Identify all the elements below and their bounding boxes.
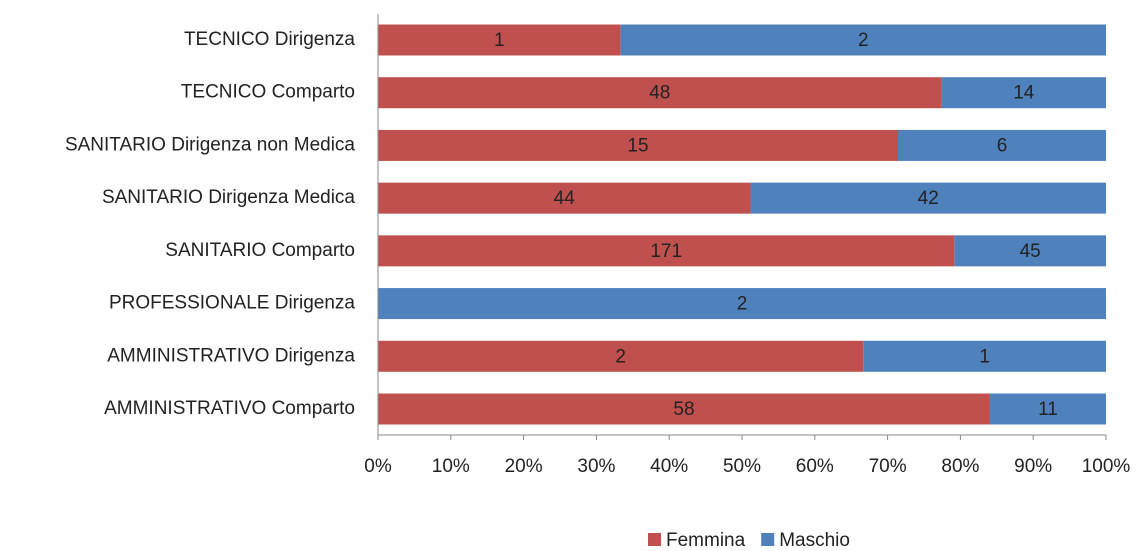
data-label: 45 [1020, 241, 1041, 262]
data-label: 171 [650, 241, 682, 262]
category-label: SANITARIO Comparto [165, 240, 355, 261]
data-label: 2 [737, 294, 748, 315]
bar-segment [620, 24, 1106, 56]
x-tick-label: 30% [577, 456, 615, 477]
data-label: 2 [615, 346, 626, 367]
legend-swatch [648, 533, 661, 546]
data-label: 44 [554, 188, 576, 209]
category-label: PROFESSIONALE Dirigenza [109, 293, 355, 314]
x-tick-label: 100% [1082, 456, 1131, 477]
bar-segment [378, 129, 898, 161]
bar-segment [750, 182, 1106, 214]
x-tick-label: 50% [723, 456, 761, 477]
category-label: AMMINISTRATIVO Comparto [104, 398, 355, 419]
legend-swatch [761, 533, 775, 546]
x-tick-label: 0% [364, 456, 392, 477]
data-label: 14 [1013, 83, 1035, 104]
data-label: 1 [494, 30, 505, 51]
data-label: 42 [918, 188, 939, 209]
bar-segment [378, 340, 864, 372]
data-label: 15 [627, 135, 648, 156]
bar-segment [378, 77, 942, 109]
x-tick-label: 20% [505, 456, 543, 477]
data-label: 2 [858, 30, 869, 51]
data-label: 48 [649, 83, 670, 104]
x-tick-label: 60% [796, 456, 834, 477]
bar-segment [378, 235, 955, 267]
bar-segment [941, 77, 1106, 109]
category-label: AMMINISTRATIVO Dirigenza [107, 345, 355, 366]
bar-segment [954, 235, 1106, 267]
bar-segment [898, 129, 1106, 161]
bar-segment [378, 24, 621, 56]
category-label: SANITARIO Dirigenza non Medica [65, 134, 355, 155]
bar-segment [863, 340, 1106, 372]
x-tick-label: 10% [432, 456, 470, 477]
category-label: TECNICO Dirigenza [184, 29, 355, 50]
x-tick-label: 40% [650, 456, 688, 477]
legend-label: Maschio [779, 530, 850, 551]
data-label: 1 [979, 346, 990, 367]
category-label: SANITARIO Dirigenza Medica [102, 187, 355, 208]
x-tick-label: 80% [941, 456, 979, 477]
data-label: 58 [673, 399, 694, 420]
x-tick-label: 90% [1014, 456, 1052, 477]
bar-segment [989, 393, 1106, 425]
data-label: 11 [1038, 399, 1058, 420]
legend-label: Femmina [666, 530, 746, 551]
x-tick-label: 70% [869, 456, 907, 477]
bar-segment [378, 182, 751, 214]
category-label: TECNICO Comparto [181, 82, 355, 103]
data-label: 6 [997, 135, 1008, 156]
bar-segment [378, 288, 1106, 320]
bar-segment [378, 393, 990, 425]
